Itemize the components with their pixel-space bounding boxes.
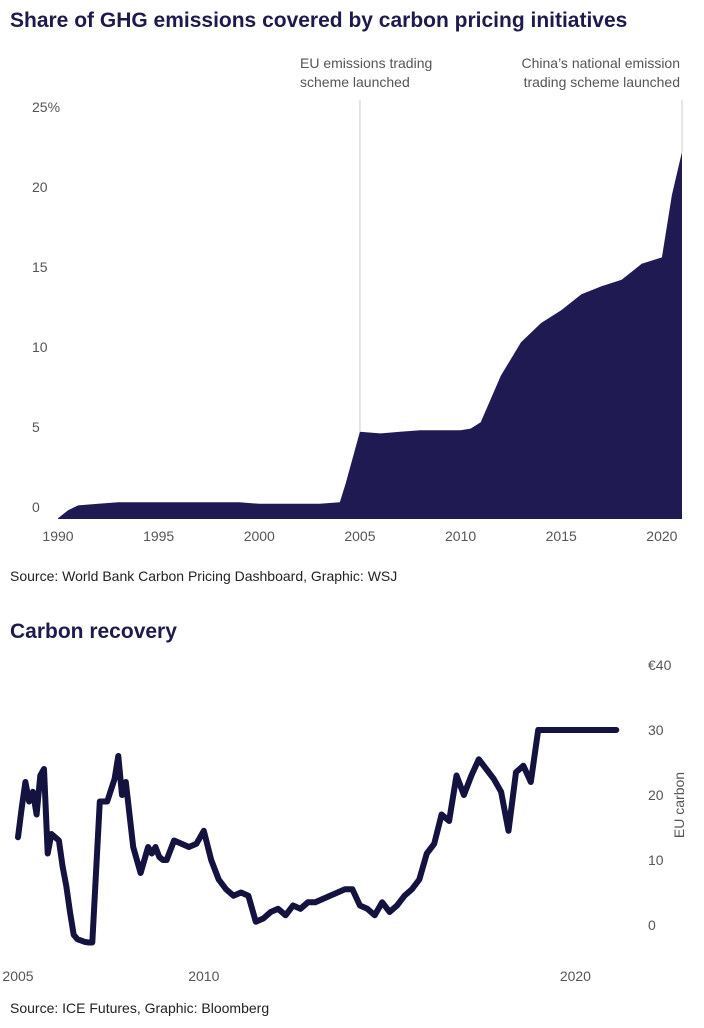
chart2-plot: 0 10 20 30 €40 2005 2010 2020 EU carbon — [2, 657, 687, 984]
y-tick-label: 0 — [648, 917, 656, 933]
x-tick-label: 2010 — [445, 528, 476, 544]
eu-carbon-price-line — [15, 727, 620, 946]
y-tick-label: 5 — [32, 419, 40, 435]
y-tick-label: €40 — [648, 657, 672, 673]
x-tick-label: 2010 — [188, 968, 219, 984]
y-tick-label: 15 — [32, 259, 48, 275]
y-tick-label: 0 — [32, 499, 40, 515]
chart1-plot: EU emissions trading scheme launched China… — [32, 55, 683, 544]
chart2-title: Carbon recovery — [10, 620, 177, 643]
annotation-line1-1: China’s national emission — [522, 55, 681, 71]
x-tick-label: 2005 — [2, 968, 33, 984]
chart1-title: Share of GHG emissions covered by carbon… — [10, 9, 628, 32]
x-tick-label: 1990 — [42, 528, 73, 544]
annotation-line2-1: trading scheme launched — [524, 74, 680, 90]
annotation-line2-0: scheme launched — [300, 74, 410, 90]
x-tick-label: 2020 — [646, 528, 677, 544]
y-tick-label: 30 — [648, 722, 664, 738]
y-axis-label: EU carbon — [671, 772, 687, 838]
y-tick-label: 20 — [32, 179, 48, 195]
y-tick-label: 20 — [648, 787, 664, 803]
chart2-source: Source: ICE Futures, Graphic: Bloomberg — [10, 1000, 270, 1016]
chart1-source: Source: World Bank Carbon Pricing Dashbo… — [10, 568, 398, 584]
annotation-line1-0: EU emissions trading — [300, 55, 432, 71]
x-tick-label: 1995 — [143, 528, 174, 544]
x-tick-label: 2015 — [546, 528, 577, 544]
y-tick-label: 10 — [32, 339, 48, 355]
y-tick-label: 10 — [648, 852, 664, 868]
x-tick-label: 2000 — [244, 528, 275, 544]
y-tick-label: 25% — [32, 99, 60, 115]
emissions-share-area — [58, 151, 682, 520]
x-tick-label: 2020 — [560, 968, 591, 984]
x-tick-label: 2005 — [344, 528, 375, 544]
